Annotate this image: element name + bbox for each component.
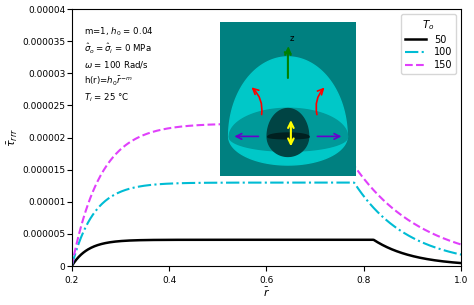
X-axis label: $\bar{r}$: $\bar{r}$ [263,286,270,300]
Y-axis label: $\bar{\tau}_{rrr}$: $\bar{\tau}_{rrr}$ [6,128,19,147]
Text: m=1, $h_0$ = 0.04
$\hat{\sigma}_o = \hat{\sigma}_i$ = 0 MPa
$\omega$ = 100 Rad/s: m=1, $h_0$ = 0.04 $\hat{\sigma}_o = \hat… [84,25,154,104]
Legend: 50, 100, 150: 50, 100, 150 [401,14,456,74]
